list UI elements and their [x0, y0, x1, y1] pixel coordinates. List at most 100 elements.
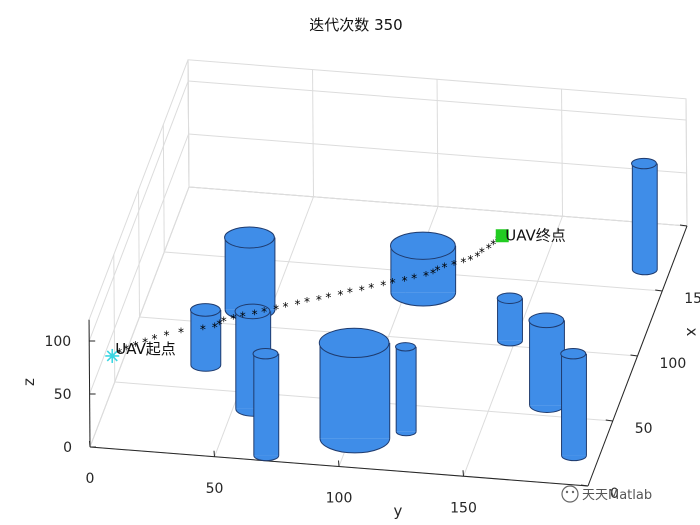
- z-tick-label: 0: [63, 440, 72, 456]
- cylinder-base: [190, 364, 222, 372]
- cylinder-top: [390, 231, 456, 260]
- z-tick-label: 100: [44, 334, 71, 350]
- cylinder-top: [318, 327, 390, 359]
- grid-line-back-z: [188, 186, 688, 227]
- path-marker: *: [212, 320, 218, 334]
- cylinder-obstacle: [252, 347, 280, 462]
- chart-title: 迭代次数 350: [309, 16, 402, 34]
- path-marker: *: [486, 242, 492, 256]
- path-marker: *: [152, 332, 158, 346]
- path-marker: *: [116, 346, 122, 360]
- cylinder-top: [252, 347, 279, 360]
- grid-line-side-z: [89, 133, 190, 395]
- x-tick: [679, 224, 688, 227]
- x-tick-label: 0: [610, 486, 619, 502]
- y-tick: [338, 460, 340, 467]
- end-marker: [495, 229, 509, 243]
- x-tick-label: 50: [635, 421, 653, 437]
- axes: [88, 224, 688, 487]
- path-marker: *: [479, 245, 485, 259]
- path-marker: *: [441, 261, 447, 275]
- path-marker: *: [402, 274, 408, 288]
- path-marker: *: [467, 253, 473, 267]
- path-marker: *: [390, 276, 396, 290]
- z-axis-label: z: [20, 378, 38, 386]
- cylinder-obstacle: [528, 312, 565, 413]
- cylinder-base: [561, 455, 587, 462]
- path-marker: *: [133, 339, 139, 353]
- cylinder-obstacle: [631, 157, 658, 276]
- cylinder-side: [561, 353, 587, 456]
- path-markers: * * * * * * * * *** * * * * * * * * * * * * * * * * * * * ** * * * * ** **…: [105, 229, 509, 364]
- cylinder-obstacle: [395, 342, 417, 437]
- cylinder-base: [497, 340, 523, 347]
- cylinder-side: [320, 342, 390, 439]
- cylinder-base: [631, 269, 658, 276]
- x-tick-label: 150: [684, 291, 700, 307]
- path-marker: *: [283, 300, 289, 314]
- start-label: UAV起点: [115, 340, 176, 358]
- path-marker: *: [430, 266, 436, 280]
- cylinder-top: [189, 303, 221, 317]
- path-marker: *: [316, 293, 322, 307]
- path-marker: *: [325, 290, 331, 304]
- obstacles: [189, 157, 658, 462]
- x-axis-label: x: [683, 328, 700, 337]
- y-tick: [213, 450, 215, 457]
- path-marker: *: [230, 312, 236, 326]
- path-marker: *: [221, 315, 227, 329]
- grid-line-side-z: [89, 186, 190, 448]
- path-marker: *: [337, 288, 343, 302]
- path-marker: *: [359, 283, 365, 297]
- grid-line-back-y: [561, 89, 563, 217]
- x-tick-label: 100: [660, 356, 687, 372]
- path-marker: *: [411, 271, 417, 285]
- path-marker: *: [474, 249, 480, 263]
- grid-line-back-z: [188, 80, 687, 121]
- cylinder-top: [234, 303, 271, 320]
- cylinder-base: [529, 405, 565, 413]
- path-marker: *: [295, 298, 301, 312]
- cylinder-side: [497, 298, 523, 341]
- watermark: 天天Matlab: [561, 485, 652, 503]
- cylinder-base: [319, 438, 391, 454]
- start-marker-stroke: [106, 350, 118, 362]
- cylinder-base: [253, 455, 280, 462]
- cylinder-base: [395, 431, 417, 437]
- cylinder-obstacle: [560, 347, 587, 462]
- x-tick: [580, 484, 589, 487]
- watermark-text: 天天Matlab: [582, 488, 652, 503]
- cylinder-top: [224, 226, 275, 249]
- grid-line-back-y: [685, 98, 688, 227]
- cylinder-top: [496, 292, 523, 304]
- path-marker: *: [423, 269, 429, 283]
- path-marker: *: [304, 295, 310, 309]
- path-marker: *: [240, 310, 246, 324]
- cylinder-obstacle: [189, 303, 222, 372]
- cylinder-obstacle: [390, 231, 457, 307]
- cylinder-side: [190, 309, 221, 366]
- path-marker: *: [273, 303, 279, 317]
- grid-line-floor-y: [463, 216, 563, 477]
- x-tick: [605, 419, 613, 422]
- path-marker: *: [178, 325, 184, 339]
- path-marker: *: [490, 238, 496, 252]
- path-marker: *: [435, 263, 441, 277]
- cylinder-obstacle: [318, 327, 391, 454]
- y-tick-label: 100: [326, 491, 353, 507]
- cylinder-top: [528, 312, 565, 329]
- z-tick-label: 50: [54, 387, 72, 403]
- path-marker: *: [460, 256, 466, 270]
- start-marker: [105, 348, 120, 363]
- cylinder-top: [560, 347, 587, 360]
- cylinder-side: [632, 163, 658, 270]
- cylinder-top: [395, 342, 416, 352]
- cylinder-side: [225, 237, 275, 310]
- grid-line-side-x: [187, 59, 190, 188]
- y-axis-label: y: [394, 502, 403, 520]
- cylinder-side: [396, 346, 417, 432]
- x-tick: [630, 354, 638, 357]
- path-marker: *: [451, 258, 457, 272]
- path-marker: *: [368, 281, 374, 295]
